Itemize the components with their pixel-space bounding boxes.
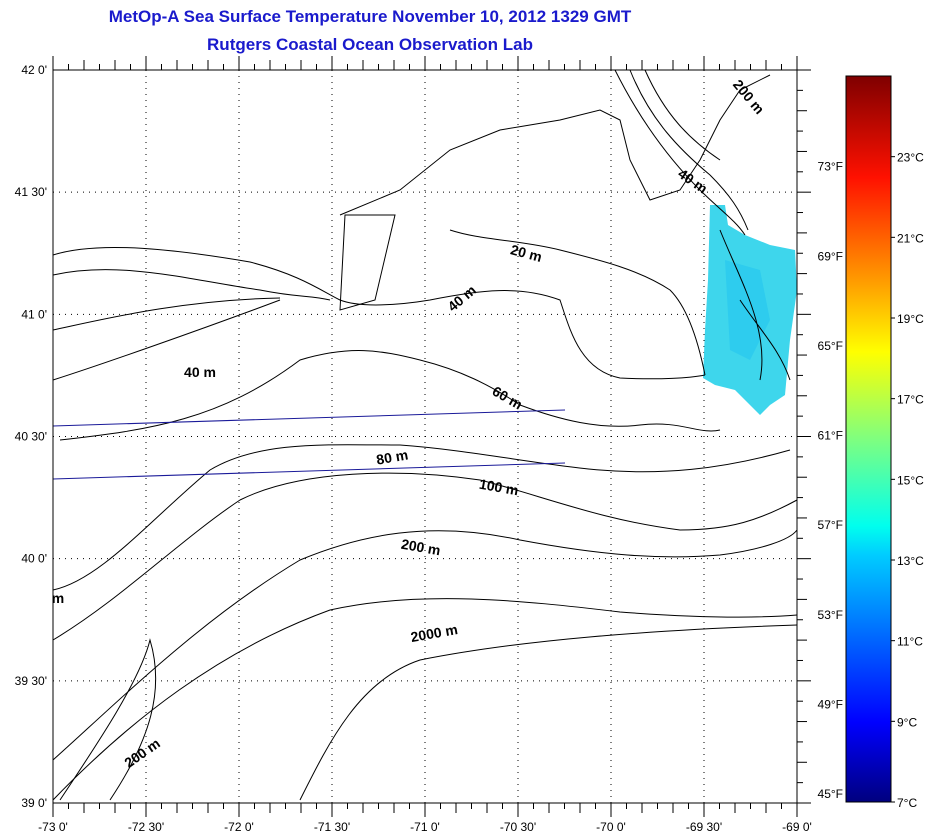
celsius-label: 7°C — [897, 796, 917, 810]
celsius-label: 17°C — [897, 393, 924, 407]
fahrenheit-label: 45°F — [818, 787, 843, 801]
fahrenheit-label: 69°F — [818, 249, 843, 263]
celsius-label: 15°C — [897, 473, 924, 487]
contour-label: 40 m — [444, 282, 479, 315]
lat-tick-label: 39 30' — [15, 674, 47, 688]
contour-label: 100 m — [478, 476, 520, 499]
lat-tick-label: 41 0' — [21, 307, 47, 321]
lon-tick-label: -70 30' — [500, 820, 536, 834]
lon-tick-label: -70 0' — [596, 820, 626, 834]
contour-label: 20 m — [509, 241, 544, 265]
figure-title: MetOp-A Sea Surface Temperature November… — [108, 7, 632, 26]
lon-tick-label: -73 0' — [38, 820, 68, 834]
transect-lines — [52, 409, 566, 480]
celsius-label: 13°C — [897, 554, 924, 568]
lat-tick-label: 42 0' — [21, 63, 47, 77]
contour-label: 200 m — [400, 536, 442, 559]
lon-tick-label: -72 30' — [128, 820, 164, 834]
lat-tick-label: 41 30' — [15, 185, 47, 199]
fahrenheit-label: 65°F — [818, 339, 843, 353]
fahrenheit-label: 49°F — [818, 697, 843, 711]
fahrenheit-label: 61°F — [818, 429, 843, 443]
lon-tick-label: -69 0' — [782, 820, 812, 834]
lat-tick-label: 40 30' — [15, 430, 47, 444]
contour-label: 2000 m — [409, 621, 459, 645]
colorbar — [845, 75, 892, 803]
celsius-label: 21°C — [897, 231, 924, 245]
lon-tick-label: -71 30' — [314, 820, 350, 834]
celsius-label: 11°C — [897, 635, 923, 649]
contour-label: 60 m — [490, 383, 526, 413]
lon-tick-label: -69 30' — [686, 820, 722, 834]
lat-tick-label: 39 0' — [21, 796, 47, 810]
bathymetry-contours — [52, 69, 798, 801]
celsius-label: 9°C — [897, 715, 917, 729]
celsius-label: 19°C — [897, 312, 924, 326]
contour-label: m — [52, 590, 64, 606]
fahrenheit-label: 73°F — [818, 160, 843, 174]
fahrenheit-label: 53°F — [818, 608, 843, 622]
contour-label: 40 m — [184, 364, 216, 380]
lat-tick-label: 40 0' — [21, 552, 47, 566]
graticule-grid — [53, 70, 797, 803]
celsius-label: 23°C — [897, 151, 924, 165]
fahrenheit-label: 57°F — [818, 518, 843, 532]
figure-subtitle: Rutgers Coastal Ocean Observation Lab — [207, 35, 533, 54]
contour-label: 80 m — [375, 446, 409, 467]
lon-tick-label: -72 0' — [224, 820, 254, 834]
lon-tick-label: -71 0' — [410, 820, 440, 834]
